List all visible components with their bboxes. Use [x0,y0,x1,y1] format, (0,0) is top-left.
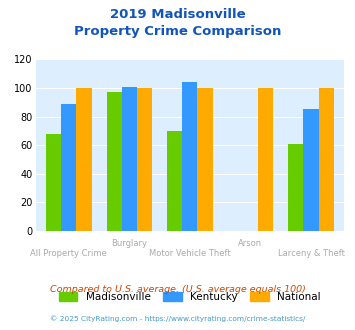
Bar [76,88,92,231]
Bar [46,134,61,231]
Bar [319,88,334,231]
Text: Larceny & Theft: Larceny & Theft [278,249,344,258]
Text: All Property Crime: All Property Crime [31,249,107,258]
Bar [167,131,182,231]
Bar [61,104,76,231]
Bar [197,88,213,231]
Text: 2019 Madisonville: 2019 Madisonville [110,8,245,21]
Bar [304,110,319,231]
Bar [288,144,304,231]
Bar [122,86,137,231]
Text: Motor Vehicle Theft: Motor Vehicle Theft [149,249,231,258]
Text: Burglary: Burglary [111,239,147,248]
Legend: Madisonville, Kentucky, National: Madisonville, Kentucky, National [55,288,325,306]
Text: Arson: Arson [239,239,263,248]
Bar [258,88,273,231]
Bar [182,82,197,231]
Text: © 2025 CityRating.com - https://www.cityrating.com/crime-statistics/: © 2025 CityRating.com - https://www.city… [50,315,305,322]
Text: Property Crime Comparison: Property Crime Comparison [74,25,281,38]
Bar [106,92,122,231]
Text: Compared to U.S. average. (U.S. average equals 100): Compared to U.S. average. (U.S. average … [50,285,305,294]
Bar [137,88,152,231]
